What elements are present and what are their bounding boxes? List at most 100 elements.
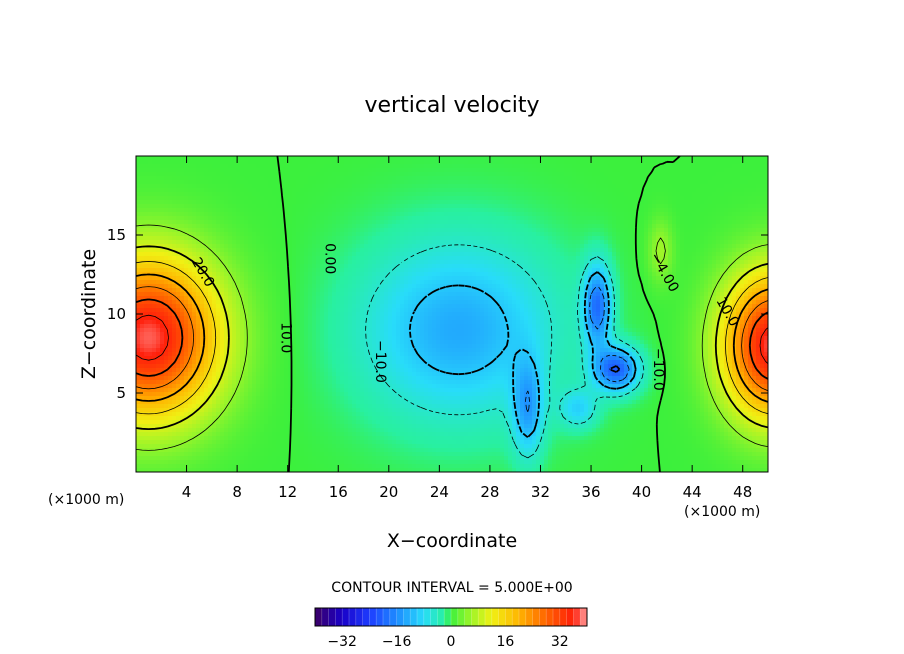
field-cell — [628, 228, 633, 233]
field-cell — [644, 164, 649, 169]
field-cell — [296, 176, 301, 181]
field-cell — [572, 276, 577, 281]
field-cell — [436, 216, 441, 221]
field-cell — [364, 276, 369, 281]
field-cell — [396, 236, 401, 241]
field-cell — [584, 216, 589, 221]
field-cell — [600, 244, 605, 249]
field-cell — [580, 272, 585, 277]
field-cell — [464, 168, 469, 173]
field-cell — [700, 228, 705, 233]
field-cell — [688, 228, 693, 233]
field-cell — [572, 164, 577, 169]
field-cell — [616, 276, 621, 281]
field-cell — [308, 216, 313, 221]
field-cell — [480, 256, 485, 261]
field-cell — [200, 232, 205, 237]
field-cell — [164, 192, 169, 197]
field-cell — [672, 204, 677, 209]
field-cell — [364, 164, 369, 169]
field-cell — [468, 260, 473, 265]
field-cell — [332, 180, 337, 185]
field-cell — [648, 268, 653, 273]
field-cell — [620, 164, 625, 169]
field-cell — [400, 248, 405, 253]
field-cell — [708, 160, 713, 165]
field-cell — [244, 212, 249, 217]
field-cell — [192, 272, 197, 277]
field-cell — [444, 168, 449, 173]
field-cell — [660, 244, 665, 249]
field-cell — [700, 244, 705, 249]
field-cell — [212, 228, 217, 233]
field-cell — [708, 156, 713, 161]
field-cell — [532, 272, 537, 277]
field-cell — [396, 256, 401, 261]
field-cell — [204, 260, 209, 265]
field-cell — [428, 276, 433, 281]
field-cell — [256, 236, 261, 241]
field-cell — [280, 240, 285, 245]
field-cell — [404, 172, 409, 177]
field-cell — [676, 224, 681, 229]
field-cell — [300, 272, 305, 277]
field-cell — [580, 224, 585, 229]
field-cell — [392, 164, 397, 169]
field-cell — [544, 216, 549, 221]
field-cell — [464, 240, 469, 245]
field-cell — [540, 228, 545, 233]
field-cell — [608, 228, 613, 233]
field-cell — [148, 268, 153, 273]
field-cell — [184, 256, 189, 261]
field-cell — [756, 188, 761, 193]
field-cell — [596, 176, 601, 181]
field-cell — [760, 268, 765, 273]
field-cell — [732, 200, 737, 205]
field-cell — [608, 236, 613, 241]
field-cell — [740, 184, 745, 189]
field-cell — [668, 168, 673, 173]
field-cell — [648, 248, 653, 253]
field-cell — [320, 232, 325, 237]
field-cell — [336, 216, 341, 221]
field-cell — [380, 256, 385, 261]
field-cell — [548, 172, 553, 177]
field-cell — [624, 240, 629, 245]
field-cell — [160, 236, 165, 241]
field-cell — [244, 184, 249, 189]
field-cell — [272, 244, 277, 249]
field-cell — [356, 212, 361, 217]
field-cell — [724, 248, 729, 253]
field-cell — [336, 184, 341, 189]
field-cell — [252, 208, 257, 213]
field-cell — [204, 200, 209, 205]
field-cell — [512, 280, 517, 285]
field-cell — [628, 232, 633, 237]
field-cell — [236, 204, 241, 209]
field-cell — [700, 220, 705, 225]
field-cell — [292, 196, 297, 201]
field-cell — [704, 256, 709, 261]
field-cell — [564, 220, 569, 225]
field-cell — [756, 272, 761, 277]
field-cell — [480, 156, 485, 161]
field-cell — [432, 228, 437, 233]
field-cell — [600, 184, 605, 189]
field-cell — [320, 188, 325, 193]
field-cell — [604, 156, 609, 161]
field-cell — [640, 172, 645, 177]
field-cell — [736, 264, 741, 269]
field-cell — [520, 172, 525, 177]
field-cell — [612, 200, 617, 205]
field-cell — [504, 196, 509, 201]
field-cell — [752, 184, 757, 189]
field-cell — [476, 228, 481, 233]
field-cell — [356, 180, 361, 185]
field-cell — [136, 232, 141, 237]
field-cell — [756, 220, 761, 225]
field-cell — [160, 232, 165, 237]
field-cell — [252, 156, 257, 161]
field-cell — [708, 232, 713, 237]
field-cell — [708, 184, 713, 189]
field-cell — [324, 232, 329, 237]
